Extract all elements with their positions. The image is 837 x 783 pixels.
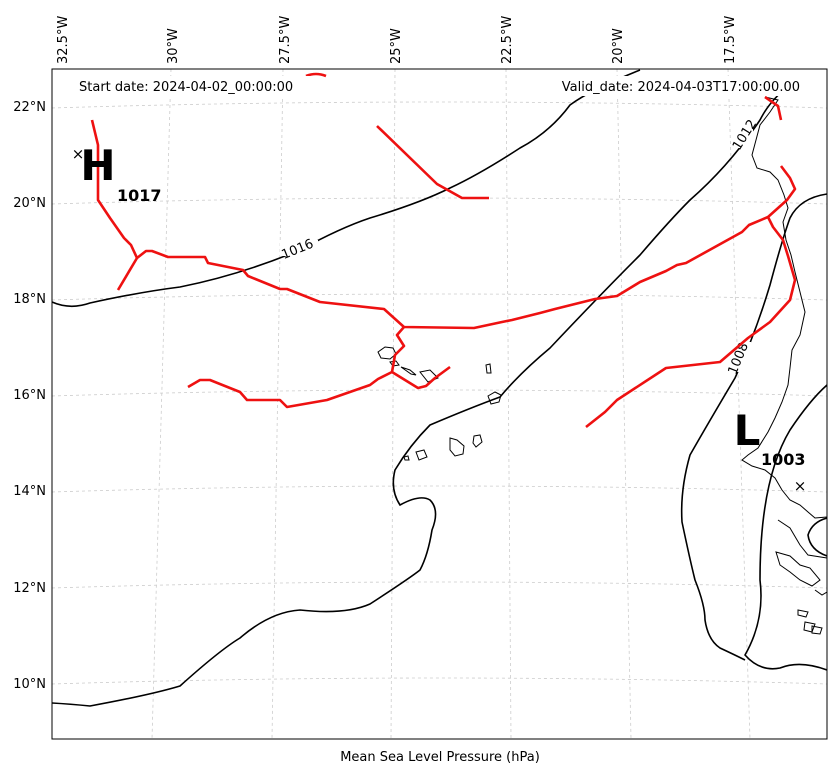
lat-tick-label: 16°N: [13, 388, 46, 403]
parallel-18n: [52, 293, 827, 301]
front-top-arc: [305, 72, 327, 78]
cape-verde-north-coast: [419, 369, 439, 383]
high-center-marker-icon: ×: [72, 145, 85, 163]
lat-tick-label: 22°N: [13, 100, 46, 115]
map-frame: [51, 68, 828, 740]
parallel-16n: [52, 389, 827, 397]
front-island-line: [187, 326, 406, 409]
pressure-centers: × H 1017 × L 1003: [72, 141, 807, 495]
valid-date-label: Valid_date: 2024-04-03T17:00:00.00: [562, 80, 800, 95]
cape-verde-boa-vista: [487, 391, 502, 405]
lat-tick-label: 18°N: [13, 292, 46, 307]
guinea-islands: [775, 551, 821, 587]
isobars: [52, 69, 827, 707]
cape-verde-sao-nicolau: [400, 366, 417, 376]
cape-verde-fogo: [415, 449, 428, 461]
map-xlabel: Mean Sea Level Pressure (hPa): [340, 750, 540, 765]
meridian-30w: [151, 69, 172, 739]
front-north-segment: [376, 125, 489, 200]
low-pressure-letter: L: [734, 406, 761, 455]
meridian-27-5w: [271, 69, 284, 739]
front-south-loop: [585, 216, 797, 429]
coastlines: [377, 96, 827, 635]
graticule: [52, 69, 827, 739]
isobar-1008: [680, 193, 827, 661]
meridian-22-5w: [505, 69, 512, 739]
lat-tick-label: 12°N: [13, 581, 46, 596]
fronts: [90, 72, 797, 429]
lon-tick-label: 17.5°W: [723, 16, 738, 64]
lat-tick-label: 10°N: [13, 677, 46, 692]
isobar-1012-north: [52, 84, 791, 707]
front-island-branch: [391, 365, 451, 390]
lon-tick-label: 22.5°W: [500, 16, 515, 64]
isobar-labels: 1016 1012 1008: [280, 117, 761, 377]
isobar-1016: [52, 69, 641, 308]
lon-tick-label: 32.5°W: [56, 16, 71, 64]
front-top-right: [764, 95, 783, 121]
parallel-10n: [52, 677, 827, 685]
parallel-14n: [52, 485, 827, 493]
high-pressure-letter: H: [80, 141, 115, 190]
latitude-tick-labels: 22°N 20°N 18°N 16°N 14°N 12°N 10°N: [13, 100, 46, 692]
meridian-20w: [616, 69, 632, 739]
front-west-branch: [90, 119, 139, 291]
header-annotations: Start date: 2024-04-02_00:00:00 Valid_da…: [76, 76, 804, 96]
longitude-tick-labels: 32.5°W 30°W 27.5°W 25°W 22.5°W 20°W 17.5…: [56, 16, 738, 64]
parallel-22n: [52, 101, 827, 109]
high-pressure-value: 1017: [117, 186, 162, 205]
cape-verde-santiago: [449, 437, 465, 457]
bissagos-islands: [797, 609, 823, 635]
africa-coast: [741, 96, 827, 519]
lon-tick-label: 27.5°W: [278, 16, 293, 64]
guinea-coast: [814, 589, 827, 596]
low-center-marker-icon: ×: [794, 477, 807, 495]
meridian-25w: [390, 69, 396, 739]
parallel-12n: [52, 581, 827, 589]
lon-tick-label: 20°W: [611, 28, 626, 64]
meridian-17-5w: [727, 69, 751, 739]
lat-tick-label: 14°N: [13, 484, 46, 499]
parallel-20n: [52, 197, 827, 205]
lon-tick-label: 25°W: [389, 28, 404, 64]
start-date-label: Start date: 2024-04-02_00:00:00: [79, 80, 293, 95]
low-pressure-value: 1003: [761, 450, 806, 469]
cape-verde-sal: [485, 363, 492, 374]
front-main-line: [136, 165, 797, 330]
lon-tick-label: 30°W: [166, 28, 181, 64]
isobar-1004: [807, 517, 827, 557]
cape-verde-maio: [472, 434, 483, 448]
lat-tick-label: 20°N: [13, 196, 46, 211]
isobar-1012-south: [744, 384, 827, 671]
isobar-label-1012: 1012: [730, 117, 760, 153]
senegal-coast: [777, 519, 827, 559]
cape-verde-brava: [403, 455, 410, 461]
